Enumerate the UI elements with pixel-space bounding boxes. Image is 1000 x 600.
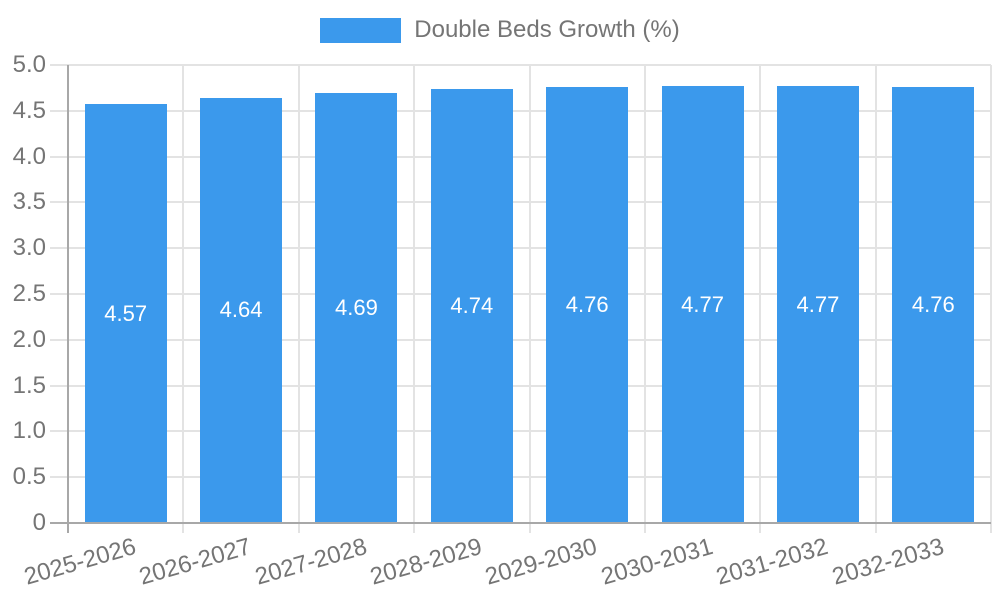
y-tick-label: 0.5: [12, 463, 46, 491]
y-tick-label: 4.0: [12, 142, 46, 170]
y-tick-label: 3.5: [12, 188, 46, 216]
bar-value-label: 4.64: [219, 297, 263, 323]
gridline-vertical: [413, 65, 416, 523]
y-tick-label: 3.0: [12, 234, 46, 262]
x-tick-label: 2031-2032: [713, 533, 832, 591]
x-tick-label: 2030-2031: [597, 533, 716, 591]
x-tick-label: 2029-2030: [482, 533, 601, 591]
gridline-vertical: [759, 65, 762, 523]
y-tick-label: 1.5: [12, 371, 46, 399]
bar: [200, 97, 283, 523]
y-tick-label: 4.5: [12, 96, 46, 124]
gridline-vertical: [643, 65, 646, 523]
y-axis-line: [67, 65, 69, 533]
bar: [661, 86, 744, 523]
bar-value-label: 4.69: [335, 295, 378, 321]
y-axis-tick: [50, 476, 68, 479]
x-tick-label: 2028-2029: [367, 533, 485, 591]
x-tick-label: 2032-2033: [828, 533, 947, 591]
bar-value-label: 4.74: [450, 292, 494, 318]
y-axis-tick: [50, 293, 68, 295]
y-tick-label: 0: [32, 509, 46, 536]
gridline-vertical: [990, 65, 992, 523]
bar: [315, 93, 398, 523]
y-tick-label: 2.0: [12, 325, 46, 353]
y-axis-tick: [50, 338, 68, 341]
y-axis-tick: [50, 247, 68, 250]
y-tick-label: 5.0: [12, 51, 46, 78]
x-axis-tick: [413, 523, 416, 533]
x-axis-line: [50, 522, 991, 524]
legend-item-double-beds-growth[interactable]: Double Beds Growth (%): [320, 16, 680, 44]
x-axis-tick: [759, 523, 762, 533]
x-axis-tick: [643, 523, 646, 533]
bar-value-label: 4.77: [796, 291, 840, 317]
bar: [892, 86, 975, 523]
y-tick-label: 2.5: [12, 280, 46, 307]
x-tick-label: 2027-2028: [251, 533, 370, 591]
bar: [84, 104, 167, 523]
gridline-vertical: [297, 65, 300, 523]
x-axis-tick: [528, 523, 531, 533]
y-axis-tick: [50, 64, 68, 66]
bar-value-label: 4.76: [565, 291, 609, 317]
gridline-vertical: [182, 65, 185, 523]
gridline-vertical: [528, 65, 531, 523]
x-axis-tick: [182, 523, 185, 533]
y-axis-tick: [50, 109, 68, 112]
legend: Double Beds Growth (%): [0, 16, 1000, 44]
legend-swatch: [320, 17, 402, 43]
y-tick-label: 1.0: [12, 417, 46, 445]
y-axis-tick: [50, 430, 68, 433]
x-tick-label: 2025-2026: [21, 533, 139, 591]
bar: [430, 88, 513, 523]
bar-value-label: 4.57: [104, 300, 148, 326]
x-tick-label: 2026-2027: [136, 533, 255, 591]
y-axis-tick: [50, 201, 68, 204]
bar-value-label: 4.77: [681, 291, 724, 317]
legend-label: Double Beds Growth (%): [414, 16, 680, 43]
y-axis-tick: [50, 384, 68, 387]
x-axis-tick: [990, 523, 992, 533]
bar: [776, 86, 859, 523]
y-axis-tick: [50, 155, 68, 158]
bar-value-label: 4.76: [911, 291, 955, 317]
x-axis-tick: [297, 523, 300, 533]
bar: [546, 86, 629, 523]
x-axis-tick: [874, 523, 877, 533]
gridline-vertical: [874, 65, 877, 523]
